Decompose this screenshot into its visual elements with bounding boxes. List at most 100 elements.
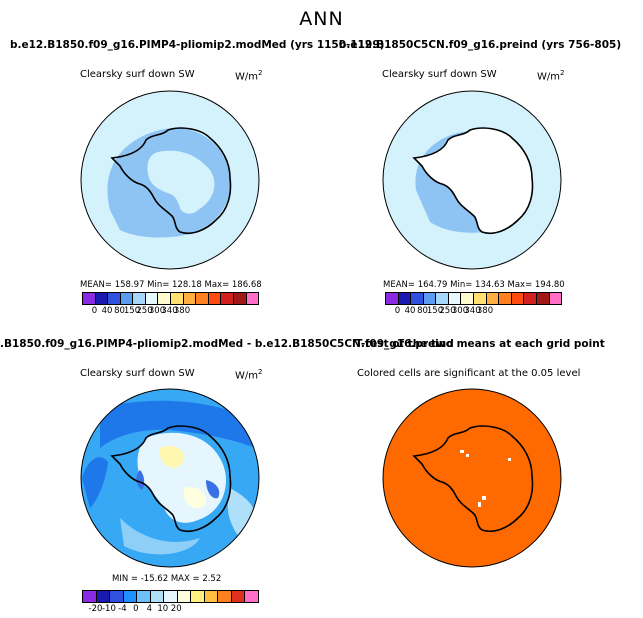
polar-map [80, 388, 260, 568]
colorbar-swatch [486, 293, 500, 304]
page-title: ANN [299, 8, 344, 30]
colorbar-swatch [536, 293, 550, 304]
colorbar-tick-label: -10 [101, 604, 116, 614]
colorbar-swatch [448, 293, 462, 304]
colorbar-tick-label: 0 [91, 306, 98, 316]
colorbar-tick-label: -20 [88, 604, 103, 614]
colorbar-swatch [221, 293, 234, 304]
stats-line: MEAN= 164.79 Min= 134.63 Max= 194.80 [383, 280, 565, 290]
colorbar-swatch [549, 293, 562, 304]
colorbar-tick-label: 380 [476, 306, 494, 316]
colorbar-swatch [246, 293, 259, 304]
variable-label: Clearsky surf down SW [80, 69, 195, 80]
colorbar-swatch [96, 591, 111, 602]
significance-fill [382, 388, 562, 568]
colorbar-swatch [110, 591, 124, 602]
colorbar-swatch [150, 591, 165, 602]
insignificant-cell [466, 454, 469, 457]
colorbar-swatch [120, 293, 134, 304]
colorbar-swatch [83, 591, 97, 602]
field-contour [82, 457, 108, 508]
colorbar-swatch [95, 293, 109, 304]
colorbar-swatch [133, 293, 146, 304]
stats-line: MIN = -15.62 MAX = 2.52 [112, 574, 222, 584]
insignificant-cell [482, 496, 486, 500]
colorbar-swatch [137, 591, 151, 602]
map-border [80, 90, 260, 270]
field-contour [206, 480, 220, 499]
colorbar-swatch [158, 293, 172, 304]
colorbar-swatch [83, 293, 96, 304]
colorbar-tick-label: 80 [114, 306, 125, 316]
field-contour [136, 470, 145, 490]
units-label: W/m2 [235, 368, 263, 382]
panel-title: b.e12.B1850.f09_g16.PIMP4-pliomip2.modMe… [10, 39, 385, 51]
colorbar-swatch [208, 293, 222, 304]
colorbar-tick-label: 150 [123, 306, 141, 316]
colorbar-swatch [436, 293, 449, 304]
colorbar-swatch [474, 293, 487, 304]
colorbar-swatch [204, 591, 219, 602]
variable-label: Clearsky surf down SW [80, 368, 195, 379]
colorbar-swatch [423, 293, 437, 304]
colorbar-swatch [231, 591, 246, 602]
colorbar-ticks: 0 40 80 150 250 300 340 380 [385, 306, 560, 318]
map-border [80, 388, 260, 568]
panel-title: T-test of the two means at each grid poi… [355, 338, 605, 350]
colorbar [385, 292, 562, 305]
colorbar-swatch [171, 293, 184, 304]
colorbar-swatch [524, 293, 537, 304]
colorbar-tick-label: 340 [161, 306, 178, 316]
polar-map [382, 90, 562, 270]
colorbar-swatch [196, 293, 209, 304]
colorbar-tick-label: 0 [133, 604, 139, 614]
colorbar-tick-label: 300 [148, 306, 166, 316]
polar-map [382, 388, 562, 568]
stats-line: MEAN= 158.97 Min= 128.18 Max= 186.68 [80, 280, 262, 290]
colorbar-swatch [191, 591, 205, 602]
field-contour [100, 400, 255, 448]
panel-title: .B1850.f09_g16.PIMP4-pliomip2.modMed - b… [0, 338, 454, 350]
antarctica-coastline [110, 127, 232, 235]
colorbar-swatch [164, 591, 178, 602]
colorbar-tick-label: 380 [173, 306, 191, 316]
colorbar-tick-label: 20 [170, 604, 182, 614]
colorbar-swatch [398, 293, 412, 304]
colorbar-swatch [461, 293, 475, 304]
units-label: W/m2 [235, 69, 263, 83]
variable-label: Clearsky surf down SW [382, 69, 497, 80]
colorbar-swatch [183, 293, 197, 304]
field-contour-light [147, 150, 215, 214]
colorbar-swatch [177, 591, 192, 602]
colorbar-swatch [123, 591, 138, 602]
field-contour [120, 518, 200, 555]
colorbar-swatch [108, 293, 121, 304]
antarctica-coastline [412, 127, 534, 235]
units-label: W/m2 [537, 69, 565, 83]
colorbar-tick-label: 80 [417, 306, 428, 316]
colorbar [82, 292, 259, 305]
colorbar-tick-label: 40 [101, 306, 113, 316]
colorbar-tick-label: 300 [451, 306, 469, 316]
map-border [382, 90, 562, 270]
colorbar-tick-label: -4 [118, 604, 127, 614]
field-contour [159, 446, 185, 468]
insignificant-cell [508, 458, 511, 461]
colorbar-swatch [386, 293, 399, 304]
colorbar-ticks: -20 -10 -4 0 4 10 20 [82, 604, 257, 616]
antarctica-coastline [412, 425, 534, 533]
field-contour [184, 486, 207, 509]
colorbar-tick-label: 340 [464, 306, 481, 316]
colorbar-tick-label: 0 [394, 306, 401, 316]
antarctica-coastline [110, 425, 232, 533]
colorbar-tick-label: 4 [146, 604, 153, 614]
colorbar-tick-label: 250 [439, 306, 456, 316]
colorbar-tick-label: 150 [426, 306, 444, 316]
insignificant-cell [460, 450, 464, 453]
colorbar-swatch [145, 293, 159, 304]
colorbar-swatch [245, 591, 258, 602]
colorbar-tick-label: 250 [136, 306, 153, 316]
colorbar [82, 590, 259, 603]
colorbar-tick-label: 10 [157, 604, 169, 614]
significance-note: Colored cells are significant at the 0.0… [357, 368, 581, 379]
